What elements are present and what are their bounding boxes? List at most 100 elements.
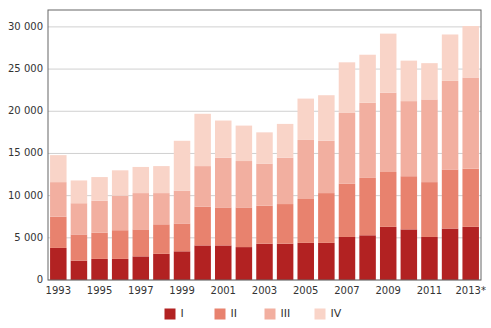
bar-segment	[421, 99, 437, 182]
bar-segment	[401, 229, 417, 280]
y-tick-label: 0	[37, 274, 43, 285]
bar-segment	[277, 204, 293, 244]
bar-segment	[236, 207, 252, 247]
bar-segment	[215, 121, 231, 158]
bar-segment	[401, 176, 417, 229]
plot-frame	[48, 10, 481, 280]
bars	[50, 26, 479, 280]
bar-segment	[236, 247, 252, 280]
y-tick-label: 10 000	[8, 190, 43, 201]
bar-segment	[339, 184, 355, 237]
bar-segment	[442, 229, 458, 280]
bar-segment	[318, 243, 334, 280]
bar-segment	[91, 201, 107, 233]
bar-segment	[133, 167, 149, 193]
x-tick-label: 1997	[128, 285, 153, 296]
bar-segment	[318, 141, 334, 193]
bar-segment	[153, 254, 169, 280]
bar-segment	[380, 172, 396, 227]
bar-segment	[359, 55, 375, 103]
bar-segment	[112, 230, 128, 259]
bar-segment	[153, 166, 169, 193]
x-tick-label: 1999	[169, 285, 194, 296]
x-tick-label: 2001	[211, 285, 236, 296]
bar-segment	[256, 206, 272, 244]
x-axis: 1993 1995 1997 1999 2001 2003 2005 2007 2009 2011…	[46, 285, 486, 296]
bar-segment	[442, 81, 458, 170]
bar-segment	[318, 193, 334, 243]
legend-label: II	[231, 307, 238, 320]
legend-label: IV	[331, 307, 342, 320]
bar-segment	[297, 243, 313, 280]
bar-segment	[236, 126, 252, 161]
x-tick-label: 2003	[252, 285, 277, 296]
bar-segment	[133, 256, 149, 280]
legend-swatch	[165, 309, 176, 320]
bar-segment	[236, 161, 252, 207]
grid	[48, 27, 481, 280]
y-tick-label: 15 000	[8, 147, 43, 158]
bar-segment	[442, 169, 458, 228]
bar-segment	[277, 124, 293, 158]
chart: 05 00010 00015 00020 00025 00030 0001993…	[0, 0, 491, 328]
legend-swatch	[265, 309, 276, 320]
bar-segment	[153, 224, 169, 254]
bar-segment	[194, 114, 210, 166]
y-tick-label: 5 000	[14, 232, 43, 243]
x-tick-label: 1993	[46, 285, 71, 296]
legend-swatch	[315, 309, 326, 320]
bar-segment	[297, 99, 313, 140]
bar-segment	[421, 63, 437, 99]
x-tick-label: 2011	[417, 285, 442, 296]
bar-segment	[174, 191, 190, 224]
bar-segment	[421, 182, 437, 237]
bar-segment	[194, 245, 210, 280]
y-tick-label: 20 000	[8, 105, 43, 116]
bar-segment	[339, 62, 355, 113]
bar-segment	[194, 166, 210, 207]
grid-line	[48, 26, 481, 27]
bar-segment	[71, 203, 87, 234]
bar-segment	[50, 182, 66, 217]
bar-segment	[50, 248, 66, 280]
bar-segment	[401, 61, 417, 102]
bar-segment	[133, 229, 149, 256]
bar-segment	[401, 101, 417, 176]
bar-segment	[133, 193, 149, 229]
bar-segment	[359, 235, 375, 280]
bar-segment	[174, 141, 190, 191]
y-tick-label: 25 000	[8, 63, 43, 74]
bar-segment	[318, 95, 334, 141]
x-tick-label: 1995	[87, 285, 112, 296]
bar-segment	[71, 180, 87, 203]
legend-swatch	[215, 309, 226, 320]
bar-segment	[359, 103, 375, 178]
bar-segment	[277, 244, 293, 280]
bar-segment	[462, 169, 478, 227]
bar-segment	[174, 251, 190, 280]
bar-segment	[194, 207, 210, 246]
bar-segment	[421, 237, 437, 280]
bar-segment	[339, 237, 355, 280]
bar-segment	[153, 193, 169, 224]
bar-segment	[256, 244, 272, 280]
x-tick-label: 2013*	[455, 285, 485, 296]
bar-segment	[174, 223, 190, 251]
bar-segment	[112, 170, 128, 195]
x-tick-label: 2005	[293, 285, 318, 296]
bar-segment	[277, 158, 293, 204]
bar-segment	[380, 93, 396, 172]
bar-segment	[50, 155, 66, 182]
legend-label: III	[281, 307, 291, 320]
bar-segment	[462, 227, 478, 280]
bar-segment	[380, 34, 396, 93]
x-tick-label: 2007	[334, 285, 359, 296]
bar-segment	[256, 164, 272, 206]
bar-segment	[256, 132, 272, 163]
bar-segment	[215, 158, 231, 208]
bar-segment	[112, 259, 128, 280]
x-tick-label: 2009	[375, 285, 400, 296]
bar-segment	[339, 113, 355, 184]
bar-segment	[71, 261, 87, 280]
bar-segment	[215, 207, 231, 245]
